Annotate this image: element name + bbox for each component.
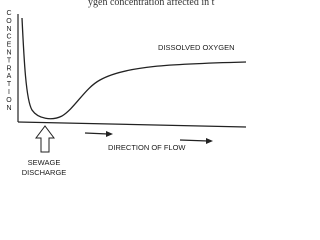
flow-arrow-head <box>106 131 113 137</box>
curve-label: DISSOLVED OXYGEN <box>158 43 235 52</box>
oxygen-curve <box>21 17 247 120</box>
flow-arrow <box>84 132 109 135</box>
flow-label: DIRECTION OF FLOW <box>108 143 186 152</box>
header-text: ygen concentration affected in t <box>88 0 215 8</box>
axis-label: CONCENTRATION <box>5 10 12 113</box>
flow-arrow-head <box>206 138 213 144</box>
x-axis <box>17 121 247 128</box>
flow-arrow <box>179 139 209 142</box>
diagram: ygen concentration affected in t CONCENT… <box>5 0 247 177</box>
source-label: SEWAGE <box>28 158 61 167</box>
discharge-arrow <box>35 125 55 153</box>
source-label: DISCHARGE <box>22 168 67 177</box>
